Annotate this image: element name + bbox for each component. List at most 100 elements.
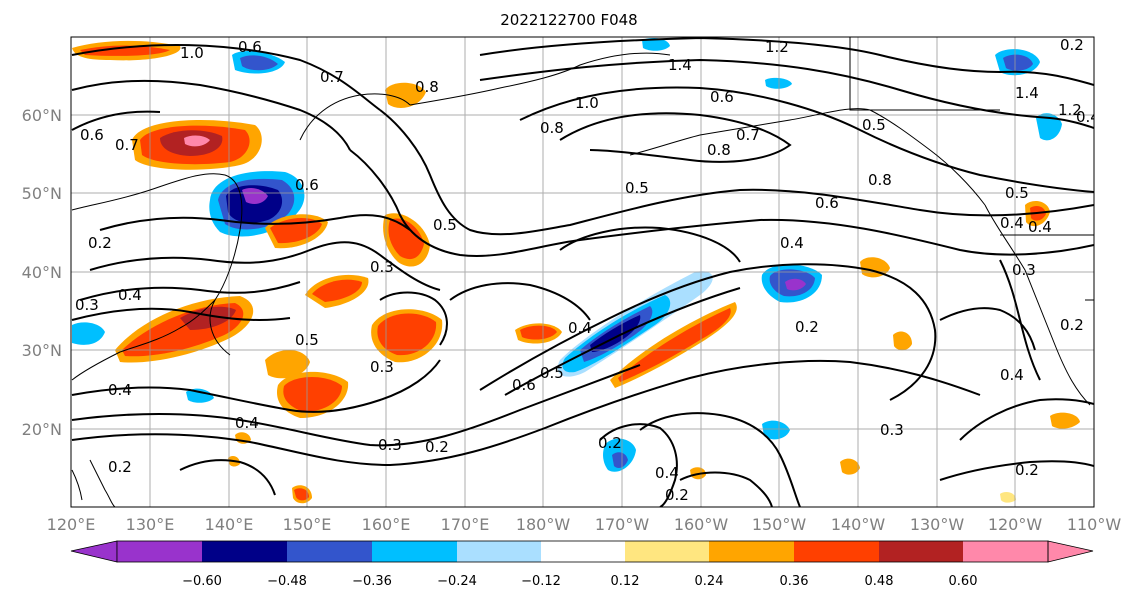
colorbar-swatch <box>202 541 287 562</box>
contour-label: 0.4 <box>118 286 142 304</box>
colorbar-swatch <box>541 541 625 562</box>
contour-label: 0.5 <box>540 364 564 382</box>
contour-label: 0.7 <box>320 68 344 86</box>
contour-label: 0.3 <box>378 436 402 454</box>
contour-label: 1.2 <box>765 38 789 56</box>
lat-tick-label: 50°N <box>22 184 62 203</box>
colorbar-label: −0.60 <box>182 574 222 589</box>
contour-label: 0.2 <box>795 318 819 336</box>
contour-label: 0.7 <box>115 136 139 154</box>
contour-label: 0.2 <box>665 486 689 504</box>
shaded-region <box>186 388 214 403</box>
contour-label: 0.2 <box>88 234 112 252</box>
colorbar-label: 0.12 <box>611 574 640 589</box>
map-panel: 1.0 0.6 0.7 0.6 0.7 0.8 1.2 1.4 0.8 1.0 … <box>70 36 1100 508</box>
contour-label: 1.2 <box>1058 101 1082 119</box>
shaded-region <box>377 313 437 356</box>
lon-tick-label: 120°E <box>47 515 96 534</box>
colorbar-swatch <box>794 541 879 562</box>
contour-label: 0.4 <box>1028 218 1052 236</box>
contour-label: 0.2 <box>425 438 449 456</box>
contour-label: 0.8 <box>540 119 564 137</box>
shaded-region <box>242 188 268 204</box>
lon-tick-label: 160°W <box>674 515 729 534</box>
lon-tick-label: 180°W <box>516 515 571 534</box>
contour-label: 0.4 <box>1076 108 1100 126</box>
shaded-region <box>240 55 278 71</box>
colorbar-swatch <box>709 541 794 562</box>
colorbar-swatch <box>287 541 372 562</box>
contour-label: 0.4 <box>1000 366 1024 384</box>
map-frame <box>70 36 1095 508</box>
colorbar: −0.60 −0.48 −0.36 −0.24 −0.12 0.12 0.24 … <box>70 540 1094 589</box>
shaded-region <box>612 452 628 468</box>
lon-tick-label: 170°W <box>595 515 650 534</box>
contour-label: 0.8 <box>415 78 439 96</box>
contour-label: 0.6 <box>80 126 104 144</box>
lon-tick-label: 170°E <box>441 515 490 534</box>
shaded-region <box>80 45 170 56</box>
lat-tick-label: 40°N <box>22 263 62 282</box>
contour-label: 0.8 <box>868 171 892 189</box>
shaded-region <box>385 82 426 108</box>
longitude-axis: 120°E 130°E 140°E 150°E 160°E 170°E 180°… <box>47 515 1122 534</box>
colorbar-swatch <box>372 541 457 562</box>
contour-label: 0.7 <box>736 126 760 144</box>
contour-label: 0.3 <box>1012 261 1036 279</box>
contour-lines <box>71 37 1094 507</box>
lon-tick-label: 130°E <box>126 515 175 534</box>
shaded-region <box>785 278 806 291</box>
lon-tick-label: 130°W <box>910 515 965 534</box>
shaded-region <box>1050 412 1080 429</box>
shaded-region <box>312 279 362 302</box>
colorbar-swatch <box>117 541 202 562</box>
contour-label: 0.3 <box>75 296 99 314</box>
contour-label: 0.6 <box>710 88 734 106</box>
shaded-region <box>283 377 342 412</box>
contour-label: 0.5 <box>1005 184 1029 202</box>
colorbar-label: 0.36 <box>780 574 809 589</box>
contour-label: 0.5 <box>433 216 457 234</box>
contour-label: 0.4 <box>1000 214 1024 232</box>
lon-tick-label: 120°W <box>988 515 1043 534</box>
contour-label: 0.6 <box>512 376 536 394</box>
colorbar-label: −0.12 <box>521 574 561 589</box>
contour-label: 0.6 <box>238 38 262 56</box>
shaded-region <box>1000 492 1016 503</box>
contour-label: 0.5 <box>625 179 649 197</box>
colorbar-swatch <box>70 540 118 563</box>
lon-tick-label: 160°E <box>362 515 411 534</box>
coastlines <box>71 37 1094 507</box>
colorbar-label: 0.24 <box>695 574 724 589</box>
contour-label: 0.4 <box>108 381 132 399</box>
contour-label: 0.4 <box>780 234 804 252</box>
contour-label: 0.3 <box>370 258 394 276</box>
shaded-region <box>184 135 210 147</box>
shaded-region <box>893 331 912 351</box>
lon-tick-label: 150°E <box>283 515 332 534</box>
colorbar-label: −0.36 <box>352 574 392 589</box>
colorbar-swatch <box>625 541 709 562</box>
shaded-region <box>388 218 424 260</box>
contour-label: 0.3 <box>880 421 904 439</box>
colorbar-label: −0.48 <box>267 574 307 589</box>
contour-label: 0.2 <box>1060 36 1084 54</box>
shaded-region <box>1036 113 1062 141</box>
shaded-region <box>642 38 670 51</box>
contour-label: 0.3 <box>370 358 394 376</box>
lon-tick-label: 140°E <box>205 515 254 534</box>
contour-label: 0.8 <box>707 141 731 159</box>
lat-tick-label: 30°N <box>22 341 62 360</box>
contour-label: 0.4 <box>655 464 679 482</box>
lon-tick-label: 140°W <box>831 515 886 534</box>
contour-label: 0.5 <box>295 331 319 349</box>
shaded-region <box>618 308 731 382</box>
contour-label: 0.2 <box>108 458 132 476</box>
lon-tick-label: 150°W <box>752 515 807 534</box>
lon-tick-label: 110°W <box>1067 515 1122 534</box>
shaded-region <box>72 322 105 345</box>
shaded-region <box>294 488 309 501</box>
shaded-region <box>840 458 860 475</box>
colorbar-label: −0.24 <box>437 574 477 589</box>
